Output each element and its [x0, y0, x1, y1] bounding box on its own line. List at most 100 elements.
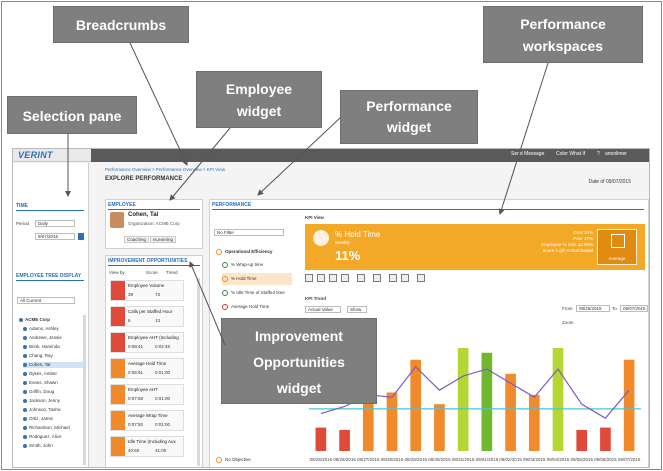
chart-bar[interactable] — [362, 399, 374, 451]
color-what-if-link[interactable]: Color What If — [556, 151, 586, 157]
calendar-icon[interactable] — [78, 233, 84, 240]
improvement-card[interactable]: Employee AHT (Including 0:08:41 0:02:45 — [110, 332, 184, 353]
period-select[interactable]: Daily — [35, 220, 75, 227]
improvement-scrollbar[interactable] — [197, 278, 200, 466]
send-message-link[interactable]: Send Message — [511, 151, 545, 157]
comment-icon[interactable] — [373, 274, 381, 282]
chart-bar[interactable] — [505, 373, 516, 451]
chart-bar[interactable] — [552, 348, 564, 451]
chart-bar[interactable] — [315, 427, 327, 451]
divider — [16, 280, 84, 281]
chart-bar[interactable] — [339, 429, 350, 451]
show-select[interactable]: Show — [347, 306, 367, 313]
chart-bar[interactable] — [434, 404, 445, 451]
improvement-card[interactable]: Employee AHT 0:07:58 0:01:00 — [110, 384, 184, 405]
tree-item[interactable]: Ortiz, Jamie — [23, 416, 85, 422]
callout-employee-widget: Employee widget — [196, 71, 322, 128]
card-value: 0:07:58 — [128, 396, 144, 401]
tree-item[interactable]: Rodriguez, Alice — [23, 434, 85, 440]
x-tick-label: 08/26/2015 — [333, 457, 356, 462]
table-icon[interactable] — [317, 274, 325, 282]
alert-flag-icon — [111, 359, 125, 378]
selection-pane: TIME Period Daily 9/07/2015 EMPLOYEE TRE… — [13, 163, 89, 467]
line-chart-icon[interactable] — [305, 274, 313, 282]
person-icon — [23, 344, 27, 349]
tree-item[interactable]: Andrews, Jessie — [23, 335, 85, 341]
kpi-banner: % Hold Time Weekly 11% Goal 10% Peer 47%… — [305, 224, 645, 270]
breadcrumb[interactable]: Performance Overview > Performance Overv… — [105, 167, 225, 172]
score-radio[interactable]: Score — [146, 270, 158, 275]
kpi-item[interactable]: % Idle Time of Staffed time — [222, 287, 285, 299]
tree-item[interactable]: Dykes, Amber — [23, 371, 85, 377]
tree-item[interactable]: Cohen, Tal — [23, 362, 85, 368]
kpi-group[interactable]: Operational Efficiency — [216, 246, 273, 258]
kpi-item-selected[interactable]: % Hold Time — [222, 273, 292, 285]
x-tick-label: 09/07/2015 — [618, 457, 641, 462]
person-icon — [23, 398, 27, 403]
tree-item[interactable]: Johnson, Tasha — [23, 407, 85, 413]
export-icon[interactable] — [341, 274, 349, 282]
report-icon[interactable] — [417, 274, 425, 282]
page-title: EXPLORE PERFORMANCE — [105, 176, 183, 182]
kpi-item[interactable]: % Wrap-up time — [222, 259, 263, 271]
tree-item[interactable]: Brink, Haminda — [23, 344, 85, 350]
from-date-field[interactable]: 08/25/2015 — [576, 305, 610, 312]
kpi-group[interactable]: No Objective — [216, 454, 251, 466]
chart-bar[interactable] — [410, 359, 422, 451]
improvement-card[interactable]: Idle Time (Including Aux 40:50 31:00 — [110, 436, 184, 457]
chart-bar[interactable] — [623, 359, 635, 451]
chart-bar[interactable] — [386, 392, 398, 452]
card-value: 0:08:41 — [128, 344, 144, 349]
improvement-card[interactable]: Calls per Staffed Hour 6 13 — [110, 306, 184, 327]
x-tick-label: 09/05/2015 — [570, 457, 593, 462]
info-icon[interactable] — [329, 274, 337, 282]
employee-org: Organization: ACME Corp — [128, 221, 180, 226]
chart-bar[interactable] — [576, 429, 588, 451]
chart-bar[interactable] — [481, 352, 493, 451]
chart-bar[interactable] — [600, 427, 611, 451]
callout-breadcrumbs: Breadcrumbs — [53, 6, 189, 43]
average-indicator: Average — [597, 229, 637, 265]
tree-item[interactable]: Jackson, Jenny — [23, 398, 85, 404]
tree-item[interactable]: Evans, Shawn — [23, 380, 85, 386]
average-icon — [611, 234, 625, 248]
print-icon[interactable] — [389, 274, 397, 282]
actual-value-select[interactable]: Actual Value — [305, 306, 341, 313]
kpi-item[interactable]: Average Hold Time — [222, 301, 269, 313]
help-icon[interactable]: ? — [597, 151, 600, 157]
tree-item[interactable]: Smith, John — [23, 443, 85, 449]
tree-root[interactable]: ACME Corp — [19, 317, 81, 323]
employee-section-title: EMPLOYEE — [108, 202, 136, 208]
settings-icon[interactable] — [357, 274, 365, 282]
card-value: 6 — [128, 318, 131, 323]
tree-item[interactable]: Chang, Ray — [23, 353, 85, 359]
top-bar-menu: Send Message Color What If ? anonlimer — [91, 149, 649, 162]
card-title: Employee Volume — [128, 283, 165, 288]
rank-stat: Employee % rank 42.90% — [541, 242, 593, 247]
tree-filter-select[interactable]: All Current — [17, 297, 75, 304]
card-value: 0:07:50 — [128, 422, 144, 427]
person-icon — [23, 407, 27, 412]
kpi-filter-select[interactable]: No Filter — [214, 229, 284, 236]
card-goal: 0:01:00 — [155, 422, 171, 427]
card-goal: 73 — [155, 292, 161, 297]
coaching-button[interactable]: Coaching — [124, 236, 150, 243]
elearning-button[interactable]: eLearning — [150, 236, 177, 243]
improvement-card[interactable]: Average Hold Time 0:08:91 0:01:00 — [110, 358, 184, 379]
alert-flag-icon — [111, 411, 125, 430]
tree-item[interactable]: Griffin, Doug — [23, 389, 85, 395]
tree-item[interactable]: Adams, Ashley — [23, 326, 85, 332]
view-by-label: View by — [109, 270, 125, 275]
chart-bar[interactable] — [457, 348, 469, 451]
chart-bar[interactable] — [528, 394, 540, 451]
tree-scrollbar[interactable] — [83, 315, 86, 465]
tree-item[interactable]: Richardson, Michael — [23, 425, 85, 431]
improvement-card[interactable]: Average Wrap Time 0:07:50 0:01:00 — [110, 410, 184, 431]
improvement-card[interactable]: Employee Volume 39 73 — [110, 280, 184, 301]
to-date-field[interactable]: 09/07/2015 — [620, 305, 648, 312]
copy-icon[interactable] — [401, 274, 409, 282]
trend-radio[interactable]: Trend — [166, 270, 178, 275]
user-menu[interactable]: anonlimer — [605, 151, 627, 157]
date-field[interactable]: 9/07/2015 — [35, 233, 75, 240]
